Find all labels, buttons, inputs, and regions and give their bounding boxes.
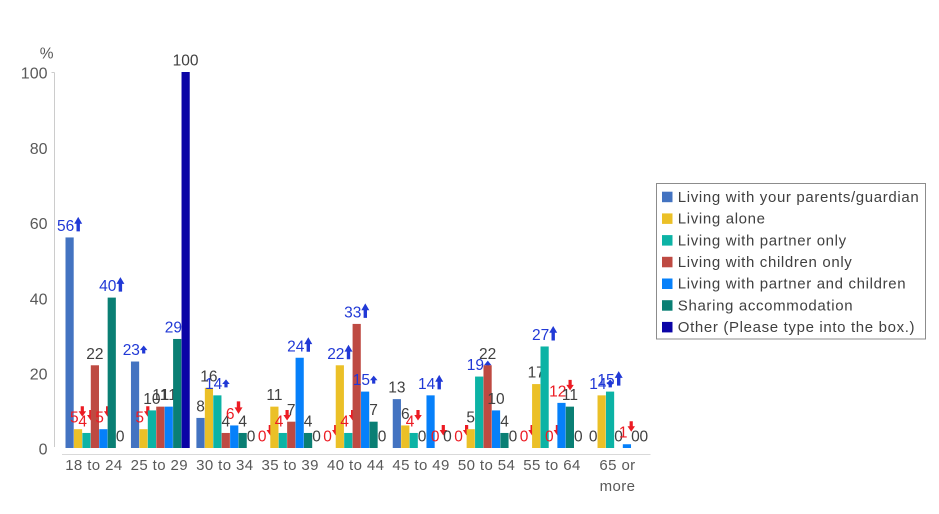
svg-text:23: 23 <box>123 342 140 359</box>
svg-text:16: 16 <box>200 368 217 385</box>
svg-text:14: 14 <box>205 376 223 393</box>
svg-text:0: 0 <box>614 429 623 446</box>
svg-text:19: 19 <box>467 357 484 374</box>
svg-text:22: 22 <box>327 346 344 363</box>
svg-text:20: 20 <box>30 367 48 384</box>
svg-text:30 to 34: 30 to 34 <box>196 457 253 474</box>
svg-text:0: 0 <box>312 429 321 446</box>
svg-text:56: 56 <box>57 218 74 235</box>
svg-text:0: 0 <box>116 429 125 446</box>
svg-text:55 to 64: 55 to 64 <box>523 457 580 474</box>
svg-text:15: 15 <box>597 372 614 389</box>
svg-text:0: 0 <box>631 429 640 446</box>
svg-text:100: 100 <box>21 66 48 83</box>
svg-text:%: % <box>40 46 54 63</box>
svg-text:29: 29 <box>165 320 182 337</box>
svg-text:18 to 24: 18 to 24 <box>65 457 122 474</box>
svg-text:4: 4 <box>500 414 509 431</box>
svg-text:40: 40 <box>30 291 48 308</box>
svg-text:0: 0 <box>520 429 529 446</box>
svg-text:24: 24 <box>287 338 305 355</box>
svg-text:27: 27 <box>532 327 549 344</box>
svg-text:Living with your parents/guard: Living with your parents/guardian <box>678 189 920 206</box>
svg-text:5: 5 <box>70 410 79 427</box>
svg-text:1: 1 <box>619 425 628 442</box>
svg-text:60: 60 <box>30 216 48 233</box>
svg-text:4: 4 <box>340 414 349 431</box>
svg-text:14: 14 <box>418 376 436 393</box>
svg-text:6: 6 <box>401 406 410 423</box>
svg-text:Living with partner and childr: Living with partner and children <box>678 276 906 293</box>
svg-text:11: 11 <box>266 387 282 404</box>
svg-text:11: 11 <box>161 387 177 404</box>
svg-text:10: 10 <box>487 391 505 408</box>
svg-text:65 or: 65 or <box>599 457 635 474</box>
svg-text:0: 0 <box>378 429 387 446</box>
svg-text:0: 0 <box>454 429 463 446</box>
svg-text:6: 6 <box>226 406 235 423</box>
svg-text:7: 7 <box>287 402 296 419</box>
svg-text:5: 5 <box>466 410 475 427</box>
svg-text:80: 80 <box>30 141 48 158</box>
svg-text:Other (Please type into the bo: Other (Please type into the box.) <box>678 319 915 336</box>
svg-text:0: 0 <box>589 429 598 446</box>
svg-text:0: 0 <box>431 429 440 446</box>
svg-text:11: 11 <box>562 387 578 404</box>
svg-text:4: 4 <box>275 414 284 431</box>
svg-text:0: 0 <box>509 429 518 446</box>
svg-text:13: 13 <box>388 380 405 397</box>
svg-text:0: 0 <box>39 442 48 459</box>
svg-text:22: 22 <box>479 346 496 363</box>
svg-text:0: 0 <box>323 429 332 446</box>
svg-text:0: 0 <box>574 429 583 446</box>
svg-text:more: more <box>600 478 636 495</box>
svg-text:5: 5 <box>135 410 144 427</box>
svg-text:50 to 54: 50 to 54 <box>458 457 515 474</box>
svg-text:Living alone: Living alone <box>678 211 766 228</box>
svg-text:5: 5 <box>95 410 104 427</box>
svg-text:0: 0 <box>639 429 648 446</box>
svg-text:100: 100 <box>173 53 199 70</box>
svg-text:0: 0 <box>545 429 554 446</box>
svg-text:8: 8 <box>196 398 205 415</box>
svg-text:4: 4 <box>78 414 87 431</box>
svg-text:0: 0 <box>418 429 427 446</box>
svg-text:10: 10 <box>143 391 161 408</box>
svg-text:4: 4 <box>238 414 247 431</box>
svg-text:7: 7 <box>369 402 378 419</box>
svg-text:4: 4 <box>304 414 313 431</box>
svg-text:Sharing accommodation: Sharing accommodation <box>678 297 853 314</box>
svg-text:0: 0 <box>258 429 267 446</box>
svg-text:Living with children only: Living with children only <box>678 254 853 271</box>
svg-text:35 to 39: 35 to 39 <box>261 457 318 474</box>
svg-text:33: 33 <box>344 304 361 321</box>
svg-text:45 to 49: 45 to 49 <box>392 457 449 474</box>
svg-text:15: 15 <box>353 372 370 389</box>
svg-text:40 to 44: 40 to 44 <box>327 457 384 474</box>
svg-text:4: 4 <box>406 414 415 431</box>
svg-text:0: 0 <box>443 429 452 446</box>
svg-text:25 to 29: 25 to 29 <box>131 457 188 474</box>
svg-text:0: 0 <box>247 429 256 446</box>
svg-text:22: 22 <box>86 346 103 363</box>
svg-text:14: 14 <box>589 376 607 393</box>
svg-text:11: 11 <box>152 387 168 404</box>
svg-text:40: 40 <box>99 278 117 295</box>
svg-text:Living with partner only: Living with partner only <box>678 232 847 249</box>
svg-text:12: 12 <box>549 383 566 400</box>
svg-text:4: 4 <box>221 414 230 431</box>
